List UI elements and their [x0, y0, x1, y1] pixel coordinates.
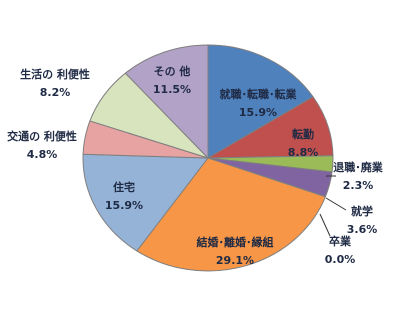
- pie-slice: [82, 153, 209, 252]
- slice-label: その 他: [154, 64, 191, 78]
- pie-slice: [136, 157, 327, 272]
- slice-value-label: 2.3%: [343, 179, 374, 192]
- pie-slice: [207, 44, 314, 159]
- slice-value-label: 15.9%: [105, 199, 143, 212]
- slice-label: 転勤: [292, 127, 314, 141]
- slice-value-label: 3.6%: [347, 223, 378, 236]
- slice-value-label: 8.8%: [288, 146, 319, 159]
- slice-label: 住宅: [113, 180, 135, 194]
- slice-label: 生活の 利便性: [20, 67, 90, 81]
- leader-line: [319, 213, 331, 237]
- pie-slice: [124, 44, 209, 160]
- slice-value-label: 8.2%: [40, 86, 71, 99]
- slice-value-label: 15.9%: [239, 106, 277, 119]
- slice-value-label: 29.1%: [216, 254, 254, 267]
- slice-label: 結婚･離婚･縁組: [197, 235, 274, 249]
- slice-label: 退職･廃業: [333, 160, 383, 174]
- slice-value-label: 0.0%: [325, 253, 356, 266]
- slice-label: 就学: [351, 204, 373, 218]
- slice-value-label: 4.8%: [27, 148, 58, 161]
- slice-value-label: 11.5%: [153, 83, 191, 96]
- leader-line: [325, 197, 347, 211]
- slice-label: 就職･転職･転業: [220, 87, 298, 101]
- slice-label: 卒業: [329, 234, 352, 248]
- slice-label: 交通の 利便性: [7, 129, 77, 143]
